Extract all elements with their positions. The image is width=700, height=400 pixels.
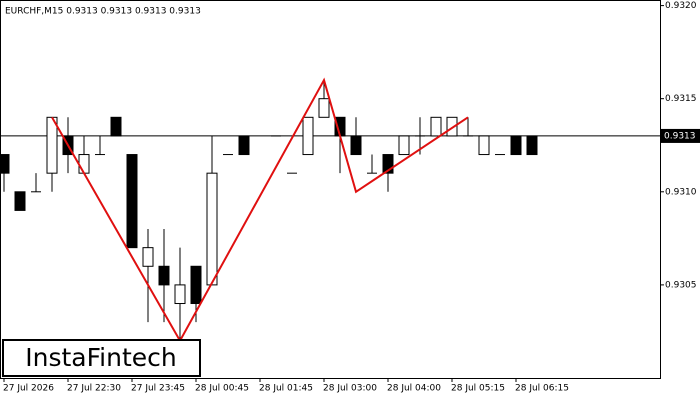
x-tick-label: 28 Jul 00:45 [195,384,249,394]
candle-body [46,116,58,174]
candle-body [126,154,138,249]
candle-body [478,135,490,156]
y-tick-label: 0.9320 [665,1,697,11]
watermark-box [2,339,201,377]
candle-body [190,265,202,305]
x-tick-label: 27 Jul 22:30 [67,384,121,394]
candle-body [206,172,218,286]
x-tick-label: 27 Jul 2026 [3,384,54,394]
candle-body [0,154,10,174]
current-price-box [661,128,700,143]
candle-body [158,265,170,286]
chart-title: EURCHF,M15 0.9313 0.9313 0.9313 0.9313 [5,7,201,17]
candle-body [110,116,122,137]
candle-body [510,135,522,156]
candle-body [430,116,442,137]
candle-body [174,284,186,305]
candle-body [318,98,330,118]
x-tick-label: 27 Jul 23:45 [131,384,185,394]
plot-frame [0,0,661,379]
x-tick-label: 28 Jul 03:00 [323,384,377,394]
candle-body [302,116,314,156]
y-tick-label: 0.9315 [665,94,697,104]
current-price-label: 0.9313 [664,131,696,141]
x-tick-label: 28 Jul 06:15 [515,384,569,394]
x-tick-label: 28 Jul 04:00 [387,384,441,394]
pattern-line [51,77,469,343]
candle-body [142,247,154,267]
candle-body [238,135,250,156]
y-tick-label: 0.9310 [665,187,697,197]
x-tick-label: 28 Jul 01:45 [259,384,313,394]
candle-body [78,154,90,174]
watermark: InstaFintech [25,343,177,372]
candle-body [382,154,394,174]
candle-body [398,135,410,156]
x-tick-label: 28 Jul 05:15 [451,384,505,394]
candle-body [446,116,458,137]
candle-body [350,135,362,156]
y-tick-label: 0.9305 [665,280,697,290]
candle-body [14,191,26,211]
candle-body [526,135,538,156]
